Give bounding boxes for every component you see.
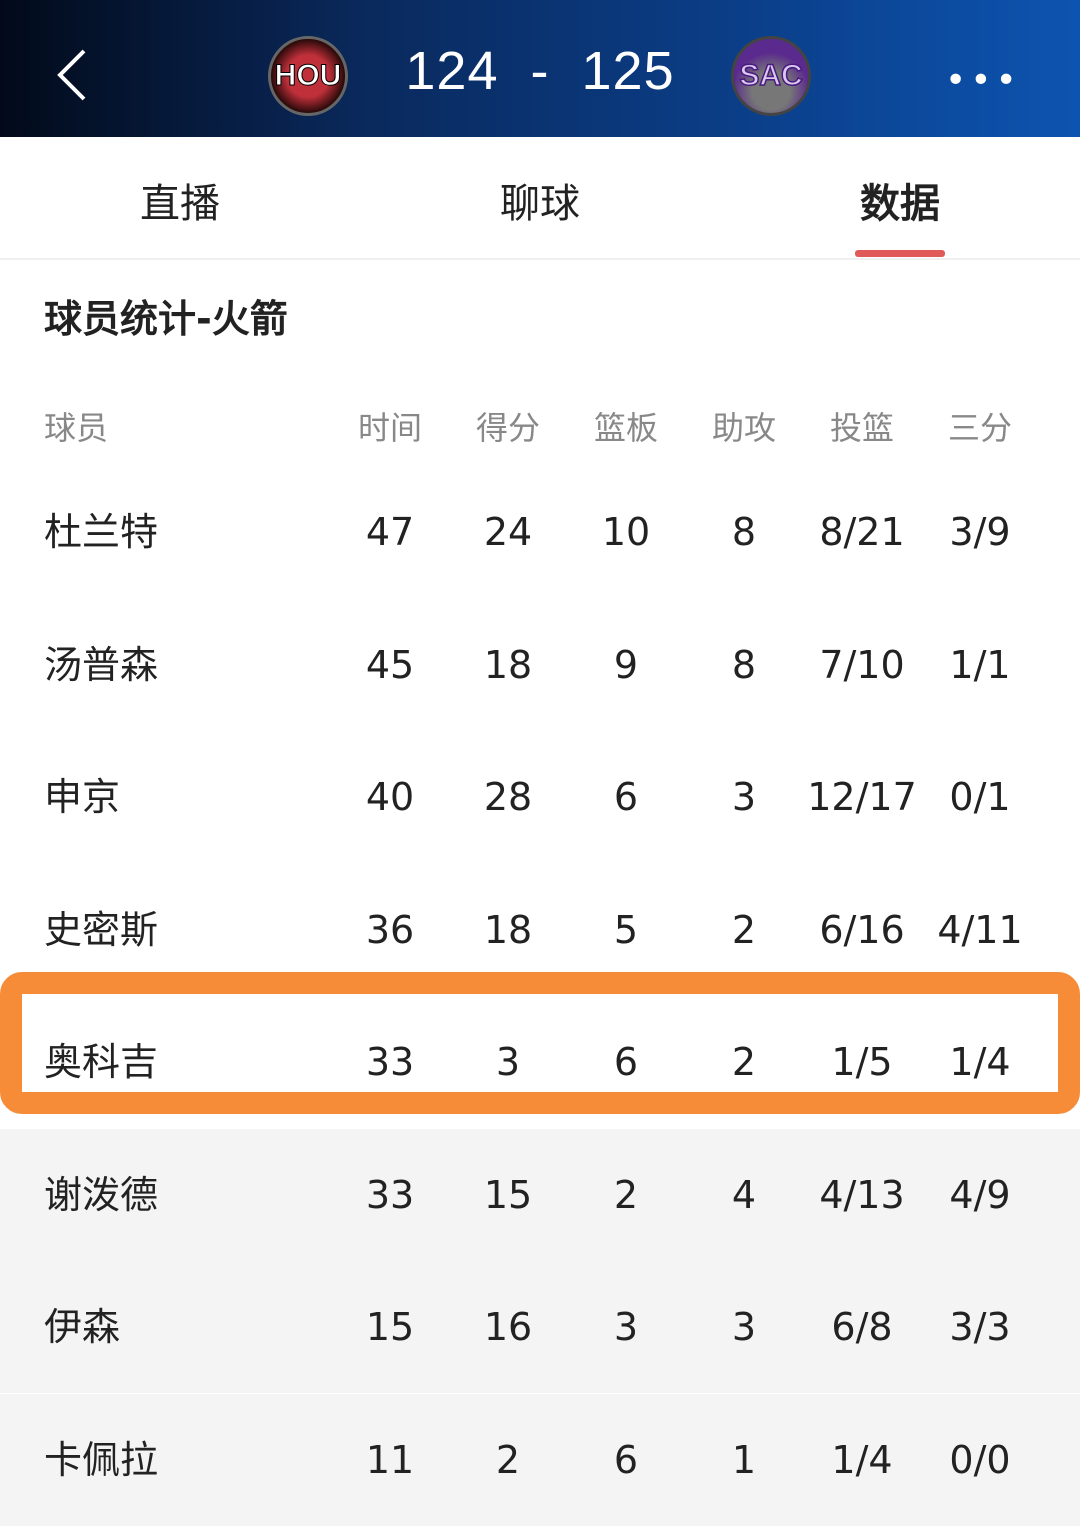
tab-bar: 直播 聊球 数据	[0, 137, 1080, 260]
table-row[interactable]: 申京 40 28 6 3 12/17 0/1 4	[0, 731, 1080, 863]
cell-rebounds: 10	[601, 510, 651, 554]
cell-ft: 0	[1040, 1394, 1080, 1526]
cell-points: 2	[495, 1437, 521, 1482]
cell-ft: 3	[1040, 1129, 1080, 1261]
cell-rebounds: 5	[613, 907, 639, 952]
tab-chat[interactable]: 聊球	[500, 181, 580, 227]
cell-minutes: 33	[365, 1040, 415, 1084]
cell-assists: 2	[731, 907, 757, 952]
cell-minutes: 40	[365, 775, 415, 819]
cell-assists: 8	[731, 642, 757, 687]
home-score: 124	[405, 41, 499, 101]
active-tab-indicator	[855, 250, 945, 257]
cell-points: 24	[483, 510, 533, 554]
cell-rebounds: 2	[613, 1172, 639, 1217]
home-team-logo: HOU	[268, 36, 348, 116]
cell-points: 3	[495, 1040, 521, 1084]
back-arrow-icon[interactable]	[52, 45, 92, 105]
header-assists: 助攻	[711, 409, 776, 447]
cell-rebounds: 9	[613, 642, 639, 687]
section-title: 球员统计-火箭	[44, 297, 288, 341]
header-minutes: 时间	[357, 409, 422, 447]
cell-three-pt: 0/0	[949, 1437, 1011, 1482]
cell-points: 18	[483, 907, 533, 952]
away-team-logo: SAC	[731, 36, 811, 116]
cell-assists: 4	[731, 1172, 757, 1217]
cell-ft: 4	[1040, 731, 1080, 863]
cell-fg: 1/4	[831, 1437, 893, 1482]
table-row[interactable]: 杜兰特 47 24 10 8 8/21 3/9 5	[0, 466, 1080, 598]
cell-player: 卡佩拉	[44, 1437, 159, 1482]
away-score: 125	[581, 41, 675, 101]
cell-three-pt: 1/4	[949, 1040, 1011, 1084]
game-header: HOU 124 - 125 SAC •••	[0, 0, 1080, 137]
cell-three-pt: 0/1	[949, 775, 1011, 819]
cell-fg: 8/21	[819, 510, 905, 554]
header-rebounds: 篮板	[593, 409, 658, 447]
cell-assists: 8	[731, 510, 757, 554]
score-separator: -	[530, 41, 550, 101]
cell-points: 15	[483, 1172, 533, 1217]
cell-player: 奥科吉	[44, 1040, 159, 1084]
cell-three-pt: 4/11	[937, 907, 1023, 952]
table-row[interactable]: 谢泼德 33 15 2 4 4/13 4/9 3	[0, 1128, 1080, 1261]
cell-ft	[1040, 996, 1080, 1128]
cell-three-pt: 1/1	[949, 642, 1011, 687]
header-three-pt: 三分	[947, 409, 1012, 447]
cell-fg: 6/16	[819, 907, 905, 952]
cell-player: 申京	[44, 775, 121, 819]
cell-fg: 7/10	[819, 642, 905, 687]
cell-ft: 3	[1040, 599, 1080, 731]
cell-three-pt: 3/9	[949, 510, 1011, 554]
cell-ft: 2	[1040, 864, 1080, 996]
cell-minutes: 36	[365, 907, 415, 952]
cell-player: 史密斯	[44, 907, 159, 952]
header-points: 得分	[475, 409, 540, 447]
cell-ft: 5	[1040, 466, 1080, 598]
table-row[interactable]: 汤普森 45 18 9 8 7/10 1/1 3	[0, 599, 1080, 731]
cell-rebounds: 6	[613, 775, 639, 819]
cell-three-pt: 3/3	[949, 1305, 1011, 1349]
table-row[interactable]: 史密斯 36 18 5 2 6/16 4/11 2	[0, 864, 1080, 996]
cell-minutes: 45	[365, 642, 415, 687]
cell-minutes: 15	[365, 1305, 415, 1349]
cell-assists: 3	[731, 1305, 757, 1349]
cell-player: 杜兰特	[44, 510, 159, 554]
cell-minutes: 11	[365, 1437, 415, 1482]
cell-rebounds: 6	[613, 1040, 639, 1084]
cell-points: 16	[483, 1305, 533, 1349]
table-row[interactable]: 卡佩拉 11 2 6 1 1/4 0/0 0	[0, 1393, 1080, 1526]
scoreboard: 124 - 125	[360, 40, 720, 102]
cell-fg: 1/5	[831, 1040, 893, 1084]
cell-fg: 6/8	[831, 1305, 893, 1349]
cell-player: 伊森	[44, 1305, 121, 1349]
cell-fg: 12/17	[807, 775, 917, 819]
cell-minutes: 47	[365, 510, 415, 554]
cell-points: 28	[483, 775, 533, 819]
more-options-icon[interactable]: •••	[945, 60, 1021, 101]
cell-ft: 1	[1040, 1261, 1080, 1393]
cell-assists: 1	[731, 1437, 757, 1482]
cell-fg: 4/13	[819, 1172, 905, 1217]
cell-player: 谢泼德	[44, 1172, 159, 1217]
table-header: 球员时间得分篮板助攻投篮三分罚	[0, 362, 1080, 494]
cell-rebounds: 3	[613, 1305, 639, 1349]
cell-assists: 3	[731, 775, 757, 819]
cell-minutes: 33	[365, 1172, 415, 1217]
tab-stats[interactable]: 数据	[860, 181, 940, 227]
cell-points: 18	[483, 642, 533, 687]
header-player: 球员	[44, 409, 109, 447]
header-fg: 投篮	[829, 409, 894, 447]
cell-assists: 2	[731, 1040, 757, 1084]
cell-player: 汤普森	[44, 642, 159, 687]
tab-live[interactable]: 直播	[140, 181, 220, 227]
cell-rebounds: 6	[613, 1437, 639, 1482]
table-row[interactable]: 伊森 15 16 3 3 6/8 3/3 1	[0, 1261, 1080, 1393]
table-row[interactable]: 奥科吉 33 3 6 2 1/5 1/4	[0, 996, 1080, 1128]
cell-three-pt: 4/9	[949, 1172, 1011, 1217]
